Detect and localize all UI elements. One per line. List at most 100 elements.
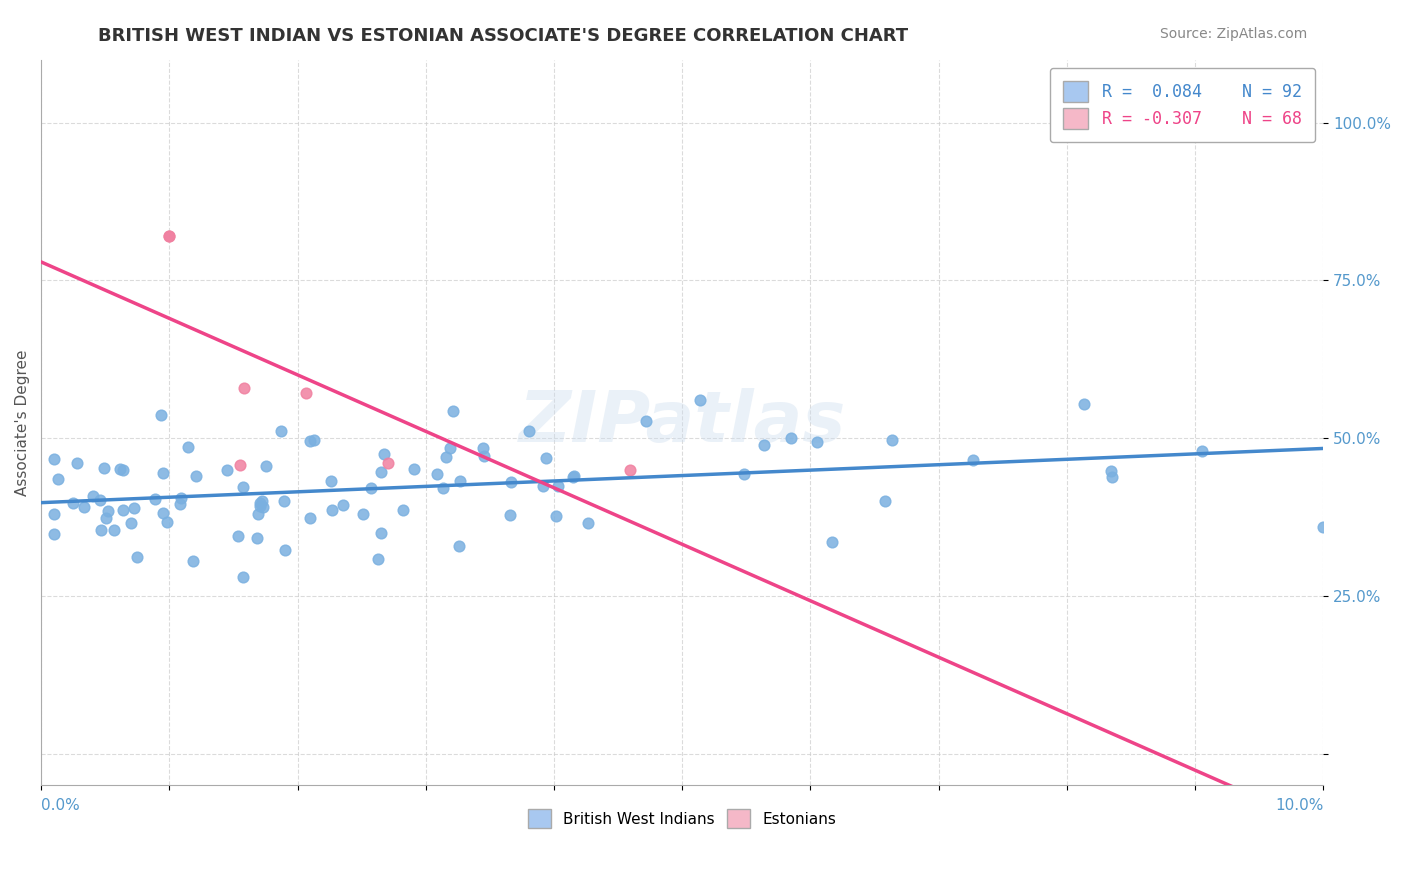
British West Indians: [531, 479, 554, 493]
Estonians: [157, 229, 180, 244]
British West Indians: [1101, 470, 1123, 484]
British West Indians: [562, 469, 585, 483]
British West Indians: [352, 507, 374, 521]
Estonians: [229, 458, 252, 473]
British West Indians: [1073, 397, 1095, 411]
British West Indians: [360, 481, 382, 495]
British West Indians: [46, 472, 69, 486]
British West Indians: [426, 467, 449, 482]
British West Indians: [125, 549, 148, 564]
Text: 0.0%: 0.0%: [41, 797, 80, 813]
British West Indians: [274, 543, 297, 558]
British West Indians: [156, 515, 179, 529]
British West Indians: [103, 523, 125, 537]
Text: 10.0%: 10.0%: [1275, 797, 1323, 813]
British West Indians: [96, 511, 118, 525]
British West Indians: [780, 431, 803, 445]
British West Indians: [62, 496, 84, 510]
British West Indians: [252, 500, 274, 514]
Estonians: [619, 463, 641, 477]
British West Indians: [152, 506, 174, 520]
Estonians: [157, 229, 180, 244]
Y-axis label: Associate's Degree: Associate's Degree: [15, 349, 30, 496]
British West Indians: [110, 462, 132, 476]
British West Indians: [93, 461, 115, 475]
British West Indians: [499, 508, 522, 523]
British West Indians: [534, 450, 557, 465]
Legend: British West Indians, Estonians: British West Indians, Estonians: [520, 802, 844, 836]
British West Indians: [89, 493, 111, 508]
British West Indians: [820, 535, 842, 549]
British West Indians: [402, 462, 425, 476]
British West Indians: [246, 531, 269, 545]
British West Indians: [499, 475, 522, 489]
British West Indians: [880, 433, 903, 447]
British West Indians: [434, 450, 457, 465]
British West Indians: [962, 452, 984, 467]
British West Indians: [73, 500, 96, 514]
British West Indians: [471, 442, 494, 456]
British West Indians: [232, 570, 254, 584]
British West Indians: [112, 503, 135, 517]
British West Indians: [517, 424, 540, 438]
British West Indians: [247, 507, 270, 521]
British West Indians: [143, 491, 166, 506]
British West Indians: [249, 496, 271, 510]
British West Indians: [689, 392, 711, 407]
British West Indians: [124, 501, 146, 516]
British West Indians: [472, 449, 495, 463]
British West Indians: [304, 434, 326, 448]
British West Indians: [298, 511, 321, 525]
British West Indians: [152, 466, 174, 480]
British West Indians: [370, 525, 392, 540]
British West Indians: [1191, 444, 1213, 458]
British West Indians: [733, 467, 755, 481]
British West Indians: [875, 493, 897, 508]
British West Indians: [392, 502, 415, 516]
British West Indians: [321, 475, 343, 489]
British West Indians: [42, 526, 65, 541]
British West Indians: [449, 475, 471, 489]
Estonians: [233, 381, 256, 395]
British West Indians: [806, 434, 828, 449]
British West Indians: [432, 481, 454, 495]
Text: Source: ZipAtlas.com: Source: ZipAtlas.com: [1160, 27, 1308, 41]
British West Indians: [82, 489, 104, 503]
British West Indians: [215, 463, 238, 477]
British West Indians: [546, 509, 568, 524]
British West Indians: [177, 440, 200, 454]
British West Indians: [90, 523, 112, 537]
British West Indians: [42, 451, 65, 466]
Text: BRITISH WEST INDIAN VS ESTONIAN ASSOCIATE'S DEGREE CORRELATION CHART: BRITISH WEST INDIAN VS ESTONIAN ASSOCIAT…: [98, 27, 908, 45]
British West Indians: [120, 516, 142, 530]
British West Indians: [752, 438, 775, 452]
British West Indians: [169, 496, 191, 510]
British West Indians: [439, 441, 461, 455]
British West Indians: [181, 554, 204, 568]
British West Indians: [576, 516, 599, 530]
British West Indians: [66, 456, 89, 470]
British West Indians: [42, 508, 65, 522]
British West Indians: [254, 458, 277, 473]
British West Indians: [636, 414, 658, 428]
British West Indians: [252, 493, 274, 508]
British West Indians: [270, 424, 292, 438]
British West Indians: [321, 503, 343, 517]
British West Indians: [112, 463, 135, 477]
British West Indians: [186, 468, 208, 483]
British West Indians: [273, 494, 295, 508]
British West Indians: [1099, 464, 1122, 478]
Estonians: [295, 385, 318, 400]
British West Indians: [150, 409, 173, 423]
British West Indians: [97, 504, 120, 518]
British West Indians: [562, 470, 585, 484]
Estonians: [377, 456, 399, 470]
British West Indians: [299, 434, 322, 448]
British West Indians: [249, 500, 271, 514]
British West Indians: [370, 466, 392, 480]
Text: ZIPatlas: ZIPatlas: [519, 388, 846, 457]
British West Indians: [367, 551, 389, 566]
British West Indians: [332, 499, 354, 513]
British West Indians: [373, 447, 395, 461]
British West Indians: [1312, 520, 1334, 534]
